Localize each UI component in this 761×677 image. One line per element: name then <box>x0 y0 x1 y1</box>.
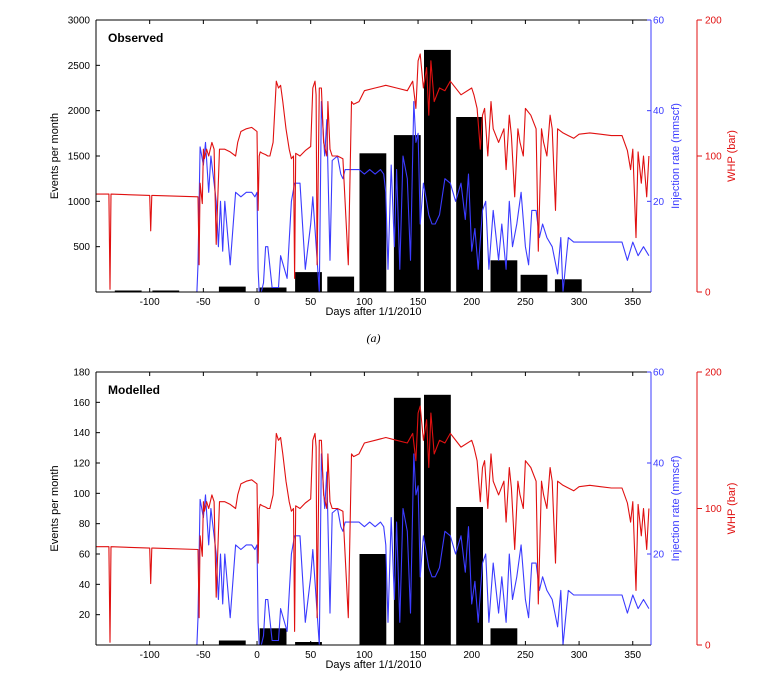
panel-modelled: -100 -50 0 50 100 150 200 250 300 350204060801001… <box>49 368 738 672</box>
x-tick-label: 350 <box>624 297 641 308</box>
injection-rate-axis-label: Injection rate (mmscf) <box>670 456 682 562</box>
y-axis-label: Events per month <box>49 465 61 551</box>
y3-tick-label: 0 <box>705 288 711 299</box>
y-tick-label: 60 <box>79 550 91 561</box>
y2-tick-label: 40 <box>653 459 665 470</box>
x-tick-label: 200 <box>463 650 480 661</box>
bar-2 <box>295 642 322 645</box>
whp-line <box>96 53 650 290</box>
y3-tick-label: 100 <box>705 152 722 163</box>
bar-2 <box>218 286 246 292</box>
injection-rate-line <box>96 453 650 646</box>
bar-6 <box>359 153 387 292</box>
y-tick-label: 40 <box>79 580 91 591</box>
x-tick-label: 50 <box>305 297 317 308</box>
injection-rate-axis-label: Injection rate (mmscf) <box>670 103 682 209</box>
y3-tick-label: 0 <box>705 641 711 652</box>
y-tick-label: 20 <box>79 610 91 621</box>
whp-line <box>96 405 650 643</box>
y-tick-label: 1000 <box>68 197 91 208</box>
panel-observed: -100 -50 0 50 100 150 200 250 300 350500100015002… <box>49 16 738 346</box>
bar-8 <box>424 49 451 293</box>
panel-title: Observed <box>108 31 163 45</box>
x-tick-label: 0 <box>254 650 260 661</box>
y-tick-label: 2000 <box>68 106 91 117</box>
y-tick-label: 80 <box>79 519 91 530</box>
x-tick-label: 0 <box>254 297 260 308</box>
y3-tick-label: 200 <box>705 368 722 379</box>
bar-10 <box>490 260 518 292</box>
bar-12 <box>554 279 582 292</box>
y-tick-label: 1500 <box>68 152 91 163</box>
y3-tick-label: 100 <box>705 504 722 515</box>
bar-0 <box>114 290 142 292</box>
x-tick-label: 150 <box>410 297 427 308</box>
x-tick-label: 100 <box>356 650 373 661</box>
x-tick-label: 150 <box>410 650 427 661</box>
bars <box>218 394 518 646</box>
y-tick-label: 180 <box>73 368 90 379</box>
panel-title: Modelled <box>108 383 160 397</box>
bar-11 <box>520 274 548 292</box>
bar-1 <box>259 628 287 645</box>
x-tick-label: 350 <box>624 650 641 661</box>
y2-tick-label: 40 <box>653 106 665 117</box>
y-tick-label: 3000 <box>68 16 91 27</box>
bar-4 <box>295 272 322 292</box>
panel-caption: (a) <box>367 331 381 345</box>
x-tick-label: 250 <box>517 297 534 308</box>
y-tick-label: 140 <box>73 428 90 439</box>
x-axis-label: Days after 1/1/2010 <box>325 659 421 671</box>
x-tick-label: 300 <box>571 297 588 308</box>
x-tick-label: -100 <box>140 297 160 308</box>
y2-tick-label: 20 <box>653 197 665 208</box>
x-tick-label: -50 <box>196 297 211 308</box>
x-tick-label: -100 <box>140 650 160 661</box>
y-tick-label: 160 <box>73 398 90 409</box>
y2-tick-label: 60 <box>653 16 665 27</box>
x-axis-label: Days after 1/1/2010 <box>325 306 421 318</box>
bar-5 <box>327 276 355 292</box>
x-tick-label: 250 <box>517 650 534 661</box>
injection-rate-line <box>96 101 650 293</box>
bar-4 <box>393 397 421 645</box>
x-tick-label: 300 <box>571 650 588 661</box>
bar-1 <box>152 290 180 292</box>
x-tick-label: 200 <box>463 297 480 308</box>
bar-3 <box>259 287 287 292</box>
bar-3 <box>359 554 387 645</box>
y-tick-label: 2500 <box>68 61 91 72</box>
y-tick-label: 100 <box>73 489 90 500</box>
whp-axis-label: WHP (bar) <box>726 483 738 535</box>
x-tick-label: 100 <box>356 297 373 308</box>
y-tick-label: 500 <box>73 242 90 253</box>
bar-0 <box>218 640 246 645</box>
y-tick-label: 120 <box>73 459 90 470</box>
whp-axis-label: WHP (bar) <box>726 130 738 182</box>
y3-tick-label: 200 <box>705 16 722 27</box>
bar-6 <box>456 507 483 645</box>
y2-tick-label: 60 <box>653 368 665 379</box>
bar-7 <box>490 628 518 645</box>
x-tick-label: 50 <box>305 650 317 661</box>
bar-5 <box>424 394 451 646</box>
y2-tick-label: 20 <box>653 550 665 561</box>
x-tick-label: -50 <box>196 650 211 661</box>
y-axis-label: Events per month <box>49 113 61 199</box>
